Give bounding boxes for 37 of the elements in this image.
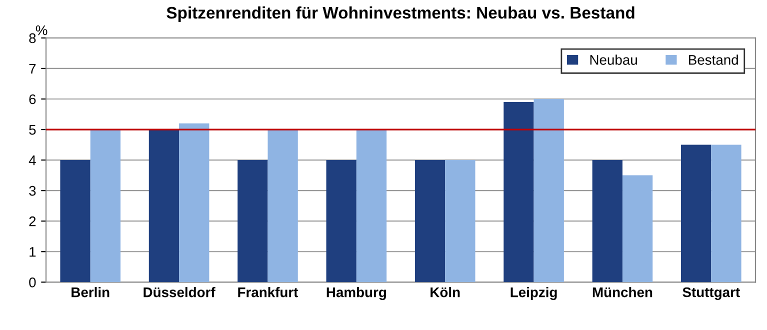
bar [60, 160, 90, 282]
x-tick-label: München [592, 287, 652, 298]
chart-title: Spitzenrenditen für Wohninvestments: Neubau vs. Bestand [166, 6, 634, 22]
bar [326, 160, 356, 282]
legend-label: Bestand [689, 54, 738, 65]
y-axis-title: % [36, 25, 48, 36]
y-tick-label: 2 [29, 216, 36, 226]
y-tick-label: 6 [29, 94, 36, 104]
y-tick-label: 8 [29, 33, 36, 44]
x-tick-label: Düsseldorf [144, 287, 216, 298]
bar [534, 99, 564, 282]
x-tick-label: Frankfurt [238, 287, 298, 298]
bar [148, 130, 180, 282]
bar [238, 160, 268, 282]
x-tick-label: Hamburg [326, 287, 386, 300]
y-tick-label: 0 [29, 277, 36, 288]
y-tick-label: 4 [28, 156, 36, 166]
bar [711, 144, 742, 282]
y-tick-label: 1 [30, 247, 36, 257]
x-tick-label: Stuttgart [682, 287, 740, 300]
y-tick-label: 3 [29, 186, 36, 196]
x-tick-label: Berlin [72, 287, 110, 298]
y-tick-label: 5 [29, 125, 36, 135]
bar [268, 130, 298, 282]
y-tick-label: 7 [29, 64, 36, 74]
x-tick-label: Köln [430, 287, 460, 298]
bar [445, 160, 476, 282]
bar [592, 160, 622, 282]
bar [622, 175, 653, 282]
bar [414, 160, 446, 282]
bar [681, 144, 712, 282]
bar [356, 130, 387, 282]
bar [504, 102, 534, 282]
bar [179, 123, 210, 282]
legend-label: Neubau [590, 54, 637, 65]
x-tick-label: Leipzig [510, 287, 557, 300]
bar [90, 130, 121, 282]
